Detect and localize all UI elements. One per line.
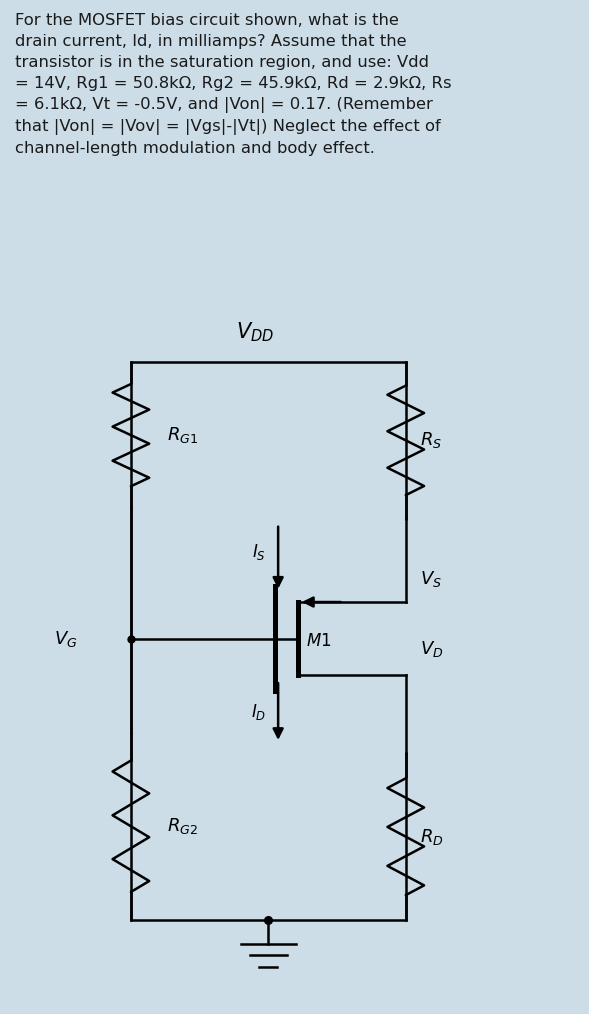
Text: $I_D$: $I_D$	[251, 702, 266, 722]
Text: $R_{G1}$: $R_{G1}$	[167, 425, 198, 445]
Text: $V_S$: $V_S$	[420, 569, 442, 588]
Text: $V_G$: $V_G$	[54, 629, 77, 649]
Text: $M1$: $M1$	[306, 632, 331, 650]
Text: $V_D$: $V_D$	[420, 639, 444, 659]
Text: $R_S$: $R_S$	[420, 430, 442, 450]
Text: $R_D$: $R_D$	[420, 826, 444, 847]
Text: $I_S$: $I_S$	[253, 542, 266, 563]
Text: $R_{G2}$: $R_{G2}$	[167, 816, 198, 837]
Text: $V_{DD}$: $V_{DD}$	[236, 320, 274, 344]
Text: For the MOSFET bias circuit shown, what is the
drain current, Id, in milliamps? : For the MOSFET bias circuit shown, what …	[15, 13, 451, 156]
